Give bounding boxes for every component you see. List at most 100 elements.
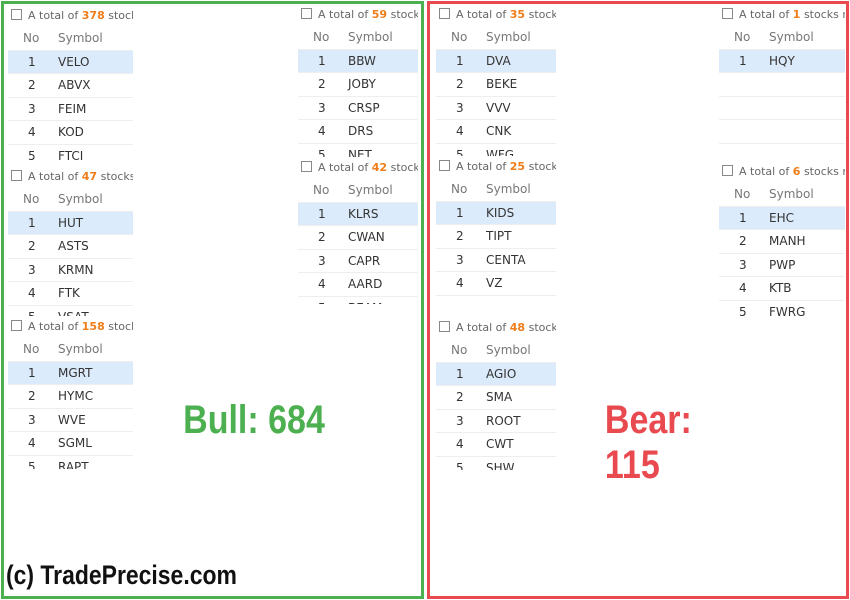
row-symbol: CWT [486,437,514,451]
bull-panel [1,1,424,599]
row-symbol: KIDS [486,205,515,220]
table-header: A total of 25 stocks [436,156,556,178]
header-prefix: A total of [318,161,369,174]
row-symbol: RAPT [58,459,89,470]
row-symbol: CWAN [348,230,385,244]
row-no: 5 [28,148,36,161]
row-no: 3 [318,100,326,115]
column-no: No [451,343,468,357]
stock-table: A total of 35 stocks No Symbol 1 DVA 2 BEKE 3 VV… [436,4,556,157]
table-row: 4 KOD [8,121,133,145]
column-symbol: Symbol [486,343,531,357]
table-row: 3 ROOT [436,410,556,433]
table-row: 1 AGIO [436,362,556,386]
row-symbol: MGRT [58,365,93,380]
row-symbol: SMA [486,390,513,404]
table-row: 2 CWAN [298,226,418,250]
row-no: 1 [28,54,36,69]
row-symbol: VSAT [58,309,89,319]
table-row: 4 KTB [719,277,845,301]
row-symbol: KLRS [348,206,379,221]
header-count: 158 [81,320,105,333]
table-row: 2 ASTS [8,235,133,259]
header-count: 6 [792,165,801,178]
header-prefix: A total of [28,9,79,22]
header-count: 48 [509,321,526,334]
row-no: 3 [456,413,464,428]
row-symbol: DRS [348,124,374,138]
table-row: 1 DVA [436,49,556,73]
row-symbol: VELO [58,54,90,69]
row-no: 1 [318,53,326,68]
table-row: 5 NET [298,144,418,158]
row-no: 3 [28,101,36,116]
row-symbol: HQY [769,53,795,68]
row-symbol: FTK [58,286,80,300]
row-symbol: DVA [486,53,511,68]
row-symbol: KTB [769,281,792,295]
table-row: 5 FTCI [8,145,133,161]
row-no: 4 [318,124,326,138]
row-symbol: BEAM [348,297,382,305]
table-row: 3 CRSP [298,97,418,120]
column-no: No [451,30,468,44]
row-no: 2 [28,78,36,92]
table-row: 3 PWP [719,254,845,277]
table-row: 1 MGRT [8,361,133,385]
header-suffix: stocks [390,161,418,174]
row-symbol: SGML [58,436,92,450]
column-header: No Symbol [8,27,133,51]
table-row: 1 VELO [8,50,133,74]
row-symbol: BEKE [486,77,518,91]
header-icon [11,170,22,181]
header-icon [11,320,22,331]
header-icon [301,8,312,19]
header-prefix: A total of [456,160,507,173]
row-symbol: TIPT [486,229,512,243]
table-row: 1 BBW [298,49,418,73]
row-symbol: BBW [348,53,376,68]
table-row: 3 WVE [8,409,133,432]
header-icon [439,321,450,332]
column-symbol: Symbol [769,187,814,201]
table-row: 3 VVV [436,97,556,120]
column-header: No Symbol [8,188,133,212]
row-no: 5 [456,147,464,158]
row-no: 3 [28,262,36,277]
empty-row [719,97,845,120]
column-no: No [23,31,40,45]
table-header: A total of 59 stocks [298,4,418,26]
header-icon [439,160,450,171]
table-row: 1 KIDS [436,201,556,225]
row-no: 4 [456,276,464,290]
row-symbol: CENTA [486,252,526,267]
header-suffix: stock [108,320,133,333]
row-symbol: VZ [486,276,503,290]
row-symbol: HYMC [58,389,94,403]
column-header: No Symbol [436,26,556,50]
table-row: 2 HYMC [8,385,133,409]
row-symbol: KOD [58,125,84,139]
header-prefix: A total of [28,170,79,183]
column-no: No [313,183,330,197]
row-symbol: FWRG [769,304,806,317]
header-count: 1 [792,8,801,21]
column-no: No [451,182,468,196]
row-symbol: JOBY [348,77,376,91]
table-row: 1 KLRS [298,202,418,226]
header-suffix: stocks [100,170,133,183]
row-symbol: WVE [58,412,86,427]
column-header: No Symbol [436,339,556,363]
header-suffix: stocks n [803,8,845,21]
table-row: 3 FEIM [8,98,133,121]
row-symbol: CRSP [348,100,380,115]
table-row: 5 RAPT [8,456,133,470]
table-row: 2 SMA [436,386,556,410]
row-no: 4 [28,286,36,300]
header-icon [11,9,22,20]
row-symbol: WFG [486,147,515,158]
table-header: A total of 47 stocks [8,166,133,188]
row-symbol: ASTS [58,239,89,253]
row-no: 4 [739,281,747,295]
row-symbol: SHW [486,460,515,471]
